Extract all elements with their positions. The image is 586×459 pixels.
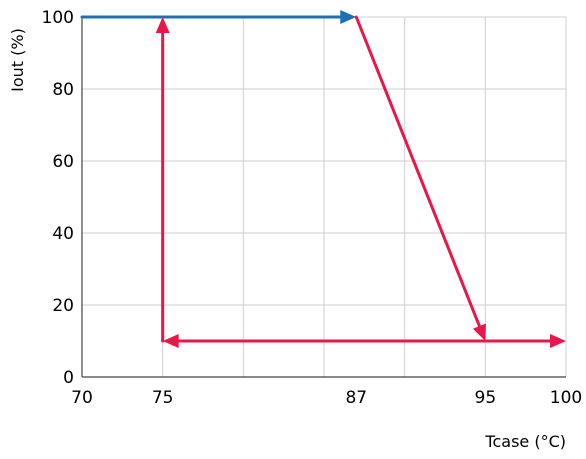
- y-axis-title: Iout (%): [8, 28, 27, 92]
- series-segment: [354, 15, 484, 334]
- x-tick-label: 100: [550, 388, 582, 408]
- grid: [82, 16, 567, 377]
- y-tick-label: 80: [52, 80, 74, 100]
- x-tick-label: 95: [475, 388, 497, 408]
- arrow-head: [340, 10, 357, 24]
- series: [80, 10, 566, 348]
- x-axis-title: Tcase (°C): [484, 432, 566, 451]
- y-tick-label: 60: [52, 152, 74, 172]
- y-tick-labels: 0 20 40 60 80 100: [42, 8, 74, 388]
- x-tick-label: 75: [152, 388, 174, 408]
- x-tick-labels: 70 75 87 95 100: [71, 388, 582, 408]
- arrow-head: [472, 323, 486, 341]
- y-tick-label: 0: [63, 368, 74, 388]
- axes: [81, 17, 566, 378]
- x-tick-label: 70: [71, 388, 93, 408]
- arrow-head: [162, 334, 179, 348]
- y-tick-label: 40: [52, 224, 74, 244]
- arrow-head: [155, 17, 170, 33]
- y-tick-label: 20: [52, 296, 74, 316]
- y-tick-label: 100: [42, 8, 74, 28]
- x-tick-label: 87: [345, 388, 367, 408]
- arrow-head: [550, 334, 566, 348]
